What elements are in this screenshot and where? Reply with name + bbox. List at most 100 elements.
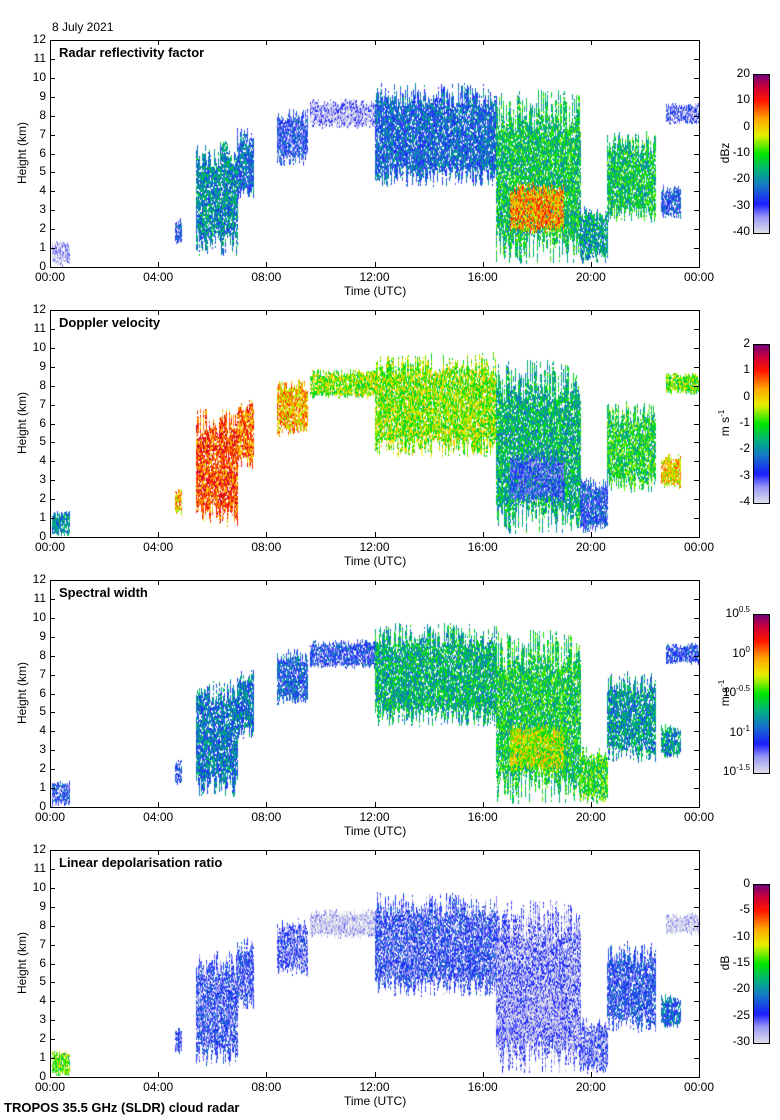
y-tick-mark bbox=[50, 1058, 55, 1060]
y-tick-mark bbox=[50, 925, 55, 927]
y-tick-mark bbox=[50, 347, 55, 349]
y-tick-label: 12 bbox=[32, 302, 46, 316]
x-tick-mark bbox=[266, 40, 268, 45]
x-tick-label: 12:00 bbox=[359, 540, 390, 554]
x-tick-mark bbox=[482, 580, 484, 585]
y-tick-label: 10 bbox=[32, 339, 46, 354]
x-tick-mark bbox=[482, 1072, 484, 1077]
x-tick-label: 20:00 bbox=[575, 270, 606, 284]
y-tick-mark bbox=[694, 674, 699, 676]
x-tick-mark bbox=[482, 262, 484, 267]
x-tick-mark bbox=[482, 532, 484, 537]
x-tick-label: 12:00 bbox=[359, 810, 390, 824]
x-tick-mark bbox=[482, 802, 484, 807]
y-tick-label: 7 bbox=[39, 666, 46, 681]
x-tick-label: 16:00 bbox=[467, 1080, 498, 1094]
y-tick-mark bbox=[50, 328, 55, 330]
colorbar bbox=[753, 344, 770, 504]
y-tick-mark bbox=[694, 229, 699, 231]
y-tick-label: 8 bbox=[39, 647, 46, 662]
panel-title: Linear depolarisation ratio bbox=[59, 855, 223, 870]
x-tick-label: 00:00 bbox=[34, 810, 66, 824]
colorbar-tick-label: -5 bbox=[739, 902, 750, 917]
colorbar-label: dB bbox=[718, 955, 732, 971]
x-tick-label: 00:00 bbox=[683, 810, 715, 824]
heatmap-ldr bbox=[51, 851, 699, 1077]
y-tick-mark bbox=[694, 77, 699, 79]
x-tick-mark bbox=[158, 262, 160, 267]
x-tick-mark bbox=[590, 850, 592, 855]
colorbar-tick-label: 0 bbox=[743, 388, 750, 403]
y-tick-mark bbox=[694, 328, 699, 330]
y-tick-label: 12 bbox=[32, 32, 46, 46]
y-tick-mark bbox=[694, 655, 699, 657]
y-tick-mark bbox=[694, 731, 699, 733]
y-tick-mark bbox=[694, 1001, 699, 1003]
x-tick-mark bbox=[158, 850, 160, 855]
x-tick-mark bbox=[374, 532, 376, 537]
y-tick-mark bbox=[694, 769, 699, 771]
x-tick-mark bbox=[374, 802, 376, 807]
radar-panel-width: Spectral width 0 1 2 3 4 5 6 7 8 9 10 11 12 00:00 04:00… bbox=[0, 0, 780, 838]
y-tick-label: 10 bbox=[32, 879, 46, 894]
colorbar-gradient bbox=[754, 345, 769, 503]
y-tick-mark bbox=[50, 636, 55, 638]
colorbar-tick-label: -30 bbox=[732, 1034, 750, 1048]
x-tick-label: 04:00 bbox=[143, 810, 174, 824]
colorbar-tick-label: 10-1.5 bbox=[722, 763, 750, 779]
y-tick-mark bbox=[50, 788, 55, 790]
x-tick-label: 04:00 bbox=[143, 270, 174, 284]
colorbar-tick-label: -25 bbox=[732, 1007, 750, 1022]
y-tick-mark bbox=[694, 906, 699, 908]
heatmap-width bbox=[51, 581, 699, 807]
x-tick-label: 00:00 bbox=[34, 1080, 66, 1094]
y-tick-mark bbox=[694, 423, 699, 425]
colorbar-tick-label: -15 bbox=[732, 955, 750, 969]
colorbar-tick-label: 1 bbox=[743, 362, 750, 377]
y-tick-label: 2 bbox=[39, 761, 46, 776]
y-tick-mark bbox=[694, 58, 699, 60]
x-tick-mark bbox=[590, 580, 592, 585]
y-tick-mark bbox=[694, 1039, 699, 1041]
y-tick-mark bbox=[50, 982, 55, 984]
y-tick-mark bbox=[50, 598, 55, 600]
x-tick-mark bbox=[266, 1072, 268, 1077]
y-tick-label: 5 bbox=[39, 974, 46, 989]
x-tick-mark bbox=[590, 40, 592, 45]
y-tick-mark bbox=[694, 96, 699, 98]
x-tick-mark bbox=[374, 310, 376, 315]
y-tick-mark bbox=[50, 518, 55, 520]
colorbar bbox=[753, 614, 770, 774]
colorbar-tick-label: -4 bbox=[739, 494, 750, 508]
y-tick-mark bbox=[50, 442, 55, 444]
plot-area-velocity: Doppler velocity bbox=[50, 310, 700, 538]
y-tick-mark bbox=[50, 655, 55, 657]
colorbar-tick-label: 0 bbox=[743, 118, 750, 133]
x-axis-label: Time (UTC) bbox=[344, 284, 407, 298]
y-tick-mark bbox=[50, 480, 55, 482]
heatmap-reflectivity bbox=[51, 41, 699, 267]
y-tick-mark bbox=[50, 963, 55, 965]
colorbar-tick-label: 10-1 bbox=[729, 723, 750, 739]
x-tick-label: 12:00 bbox=[359, 270, 390, 284]
y-tick-label: 5 bbox=[39, 164, 46, 179]
colorbar-tick-label: -3 bbox=[739, 467, 750, 482]
x-tick-mark bbox=[266, 850, 268, 855]
y-tick-mark bbox=[50, 248, 55, 250]
x-tick-mark bbox=[266, 580, 268, 585]
y-tick-label: 4 bbox=[39, 453, 46, 468]
x-tick-label: 20:00 bbox=[575, 540, 606, 554]
y-tick-mark bbox=[694, 887, 699, 889]
y-tick-mark bbox=[694, 480, 699, 482]
y-tick-mark bbox=[50, 385, 55, 387]
x-tick-mark bbox=[374, 262, 376, 267]
y-tick-mark bbox=[50, 58, 55, 60]
y-tick-label: 11 bbox=[33, 590, 46, 605]
x-tick-label: 00:00 bbox=[34, 540, 66, 554]
panel-title: Doppler velocity bbox=[59, 315, 161, 330]
y-tick-label: 9 bbox=[39, 628, 46, 643]
y-tick-mark bbox=[694, 115, 699, 117]
colorbar-label: m s-1 bbox=[717, 679, 732, 707]
y-tick-mark bbox=[694, 617, 699, 619]
y-tick-mark bbox=[694, 210, 699, 212]
